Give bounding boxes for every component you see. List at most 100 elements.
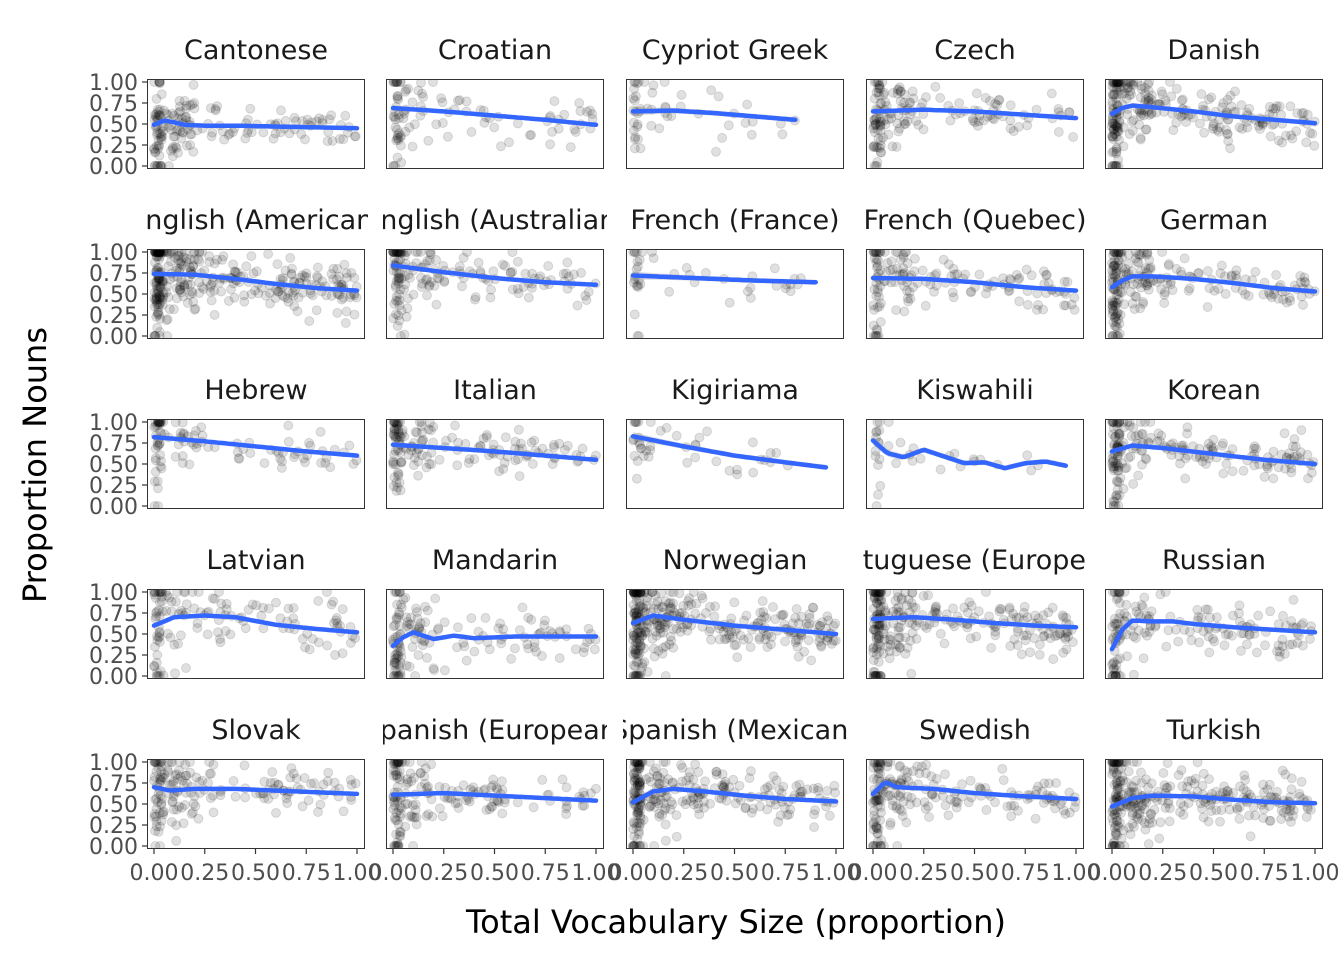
data-point: [241, 261, 252, 272]
data-point: [307, 290, 318, 301]
data-point: [684, 772, 694, 783]
data-point: [746, 807, 757, 818]
data-point: [390, 79, 401, 87]
data-point: [234, 453, 245, 464]
data-point: [1112, 331, 1123, 339]
data-point: [189, 791, 200, 802]
data-point: [151, 759, 162, 767]
data-point: [154, 290, 165, 301]
data-point: [185, 100, 196, 111]
data-point: [401, 612, 412, 623]
data-point: [420, 763, 431, 774]
data-point: [395, 827, 406, 838]
data-point: [631, 649, 641, 660]
data-point: [349, 309, 360, 320]
data-point: [637, 603, 648, 614]
facet-label: Italian: [453, 375, 537, 406]
data-point: [1124, 419, 1135, 427]
data-point: [1062, 276, 1073, 287]
data-point: [154, 79, 165, 87]
data-point: [885, 265, 896, 276]
data-point: [1111, 93, 1122, 103]
data-point: [920, 803, 931, 814]
data-point: [389, 660, 400, 670]
data-point: [297, 801, 308, 812]
data-point: [553, 123, 564, 134]
data-point: [156, 761, 167, 772]
data-point: [175, 771, 186, 782]
data-point: [631, 419, 642, 427]
data-point: [1058, 612, 1069, 623]
data-point: [1126, 781, 1137, 791]
data-point: [1114, 135, 1124, 145]
data-point: [1112, 778, 1123, 789]
data-point: [900, 589, 911, 598]
data-point: [873, 255, 884, 266]
data-point: [935, 464, 946, 475]
data-point: [1038, 266, 1049, 277]
data-point: [428, 663, 439, 674]
data-point: [466, 127, 477, 137]
data-point: [874, 425, 885, 436]
data-point: [895, 86, 906, 97]
data-point: [454, 261, 465, 272]
data-point: [1301, 137, 1312, 148]
data-point: [1110, 759, 1120, 767]
data-point: [780, 283, 791, 294]
data-point: [400, 759, 410, 767]
data-point: [644, 801, 655, 812]
data-point: [873, 331, 884, 339]
data-point: [645, 776, 656, 787]
data-point: [1107, 419, 1118, 427]
data-point: [830, 787, 841, 798]
data-point: [756, 614, 767, 625]
data-point: [300, 642, 310, 653]
data-point: [1115, 249, 1126, 257]
data-point: [1264, 289, 1275, 300]
data-point: [153, 589, 164, 597]
data-point: [1108, 465, 1119, 476]
data-point: [1286, 816, 1296, 827]
data-point: [1012, 626, 1023, 637]
data-point: [286, 269, 297, 280]
data-point: [153, 135, 164, 146]
data-point: [875, 671, 886, 679]
data-point: [153, 308, 164, 318]
data-point: [1114, 822, 1124, 833]
data-point: [660, 819, 671, 830]
data-point: [390, 671, 401, 679]
data-point: [392, 132, 403, 143]
data-point: [391, 841, 402, 849]
data-point: [1111, 146, 1122, 157]
data-point: [458, 637, 469, 648]
data-point: [635, 776, 646, 787]
data-point: [644, 801, 655, 812]
data-point: [654, 773, 665, 784]
data-point: [1132, 278, 1143, 289]
data-point: [417, 450, 428, 461]
data-point: [1107, 257, 1118, 268]
data-point: [631, 637, 642, 648]
data-point: [870, 624, 881, 635]
data-point: [872, 759, 883, 767]
data-point: [629, 277, 639, 288]
data-point: [872, 794, 883, 805]
data-point: [872, 774, 882, 785]
data-point: [531, 646, 542, 657]
data-point: [1121, 93, 1132, 104]
data-point: [648, 794, 659, 805]
data-point: [289, 112, 300, 123]
data-point: [1111, 79, 1122, 87]
data-point: [1114, 841, 1125, 849]
data-point: [394, 295, 405, 306]
data-point: [1109, 118, 1120, 129]
data-point: [166, 596, 177, 607]
data-point: [161, 249, 172, 257]
data-point: [908, 766, 919, 777]
data-point: [314, 113, 325, 124]
data-point: [216, 286, 227, 297]
data-point: [628, 841, 638, 849]
data-point: [272, 259, 283, 270]
data-point: [875, 761, 886, 772]
data-point: [391, 829, 402, 840]
